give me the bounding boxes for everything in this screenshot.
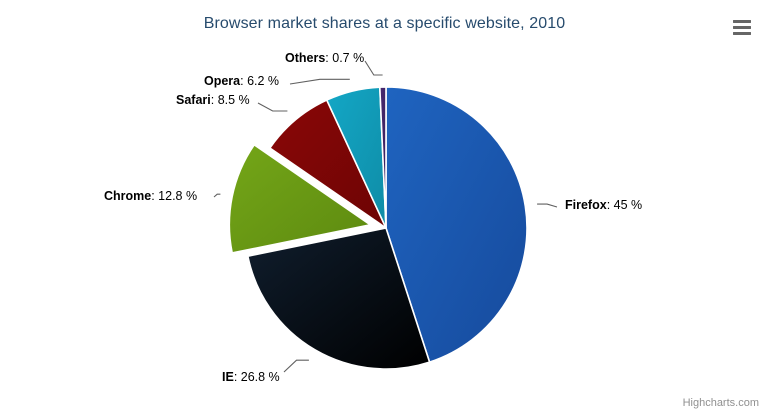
connector-opera [289,78,350,85]
data-label-value: : 12.8 % [151,189,198,203]
data-label-name: IE [222,370,234,384]
connector-others [364,60,383,76]
pie-slice-chrome[interactable] [228,144,372,254]
data-label-name: Safari [176,93,211,107]
label-connectors [213,60,558,373]
credits-link[interactable]: Highcharts.com [682,397,759,409]
connector-safari [257,102,288,112]
data-label-value: : 26.8 % [233,370,280,384]
menu-bar-1 [733,20,751,23]
pie-slice-firefox[interactable] [385,86,528,363]
pie-slices [228,86,528,370]
connector-firefox [537,203,558,208]
data-label-value: : 45 % [606,198,643,212]
menu-bar-3 [733,32,751,35]
data-label-safari: Safari: 8.5 % [176,93,250,107]
data-label-name: Opera [204,74,241,88]
menu-bar-2 [733,26,751,29]
pie-slice-others[interactable] [379,86,387,229]
data-label-opera: Opera: 6.2 % [204,74,279,88]
data-label-chrome: Chrome: 12.8 % [104,189,197,203]
data-label-name: Others [285,51,326,65]
data-label-value: : 0.7 % [325,51,365,65]
chart-title: Browser market shares at a specific webs… [203,15,566,32]
data-label-value: : 6.2 % [240,74,280,88]
data-label-others: Others: 0.7 % [285,51,364,65]
data-label-ie: IE: 26.8 % [222,370,280,384]
data-label-name: Firefox [565,198,607,212]
connector-ie [283,359,309,373]
data-label-firefox: Firefox: 45 % [565,198,642,212]
pie-slice-ie[interactable] [247,227,431,370]
data-label-value: : 8.5 % [210,93,250,107]
data-label-name: Chrome [104,189,152,203]
hamburger-menu-icon[interactable] [725,10,759,40]
connector-chrome [213,193,221,198]
